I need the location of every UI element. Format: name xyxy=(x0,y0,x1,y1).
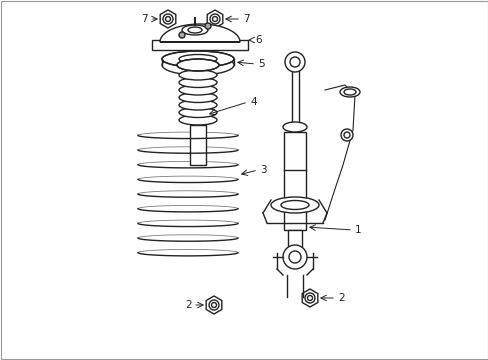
Text: 6: 6 xyxy=(254,35,261,45)
Ellipse shape xyxy=(179,115,217,125)
Bar xyxy=(190,125,205,165)
Ellipse shape xyxy=(162,51,234,67)
Text: 1: 1 xyxy=(354,225,361,235)
Ellipse shape xyxy=(179,85,217,95)
Text: 4: 4 xyxy=(249,97,256,107)
Text: 7: 7 xyxy=(243,14,249,24)
Polygon shape xyxy=(302,289,317,307)
Ellipse shape xyxy=(179,108,217,117)
Bar xyxy=(291,70,298,125)
Text: 5: 5 xyxy=(258,59,264,69)
Polygon shape xyxy=(206,296,222,314)
Ellipse shape xyxy=(179,70,217,80)
Ellipse shape xyxy=(162,55,234,75)
Text: 7: 7 xyxy=(141,14,148,24)
Polygon shape xyxy=(160,24,240,42)
Bar xyxy=(287,230,302,255)
Ellipse shape xyxy=(283,122,306,132)
Ellipse shape xyxy=(179,77,217,87)
Text: 2: 2 xyxy=(337,293,344,303)
Ellipse shape xyxy=(179,93,217,103)
Ellipse shape xyxy=(182,25,207,35)
Ellipse shape xyxy=(270,197,318,213)
Bar xyxy=(152,40,247,50)
Circle shape xyxy=(179,32,184,38)
Ellipse shape xyxy=(177,59,219,71)
Polygon shape xyxy=(160,10,175,28)
Circle shape xyxy=(340,129,352,141)
Circle shape xyxy=(204,23,210,29)
Circle shape xyxy=(305,293,314,303)
Bar xyxy=(284,132,305,230)
Circle shape xyxy=(209,14,220,24)
Circle shape xyxy=(208,300,219,310)
Text: 3: 3 xyxy=(260,165,266,175)
Polygon shape xyxy=(207,10,223,28)
Ellipse shape xyxy=(339,87,359,97)
Circle shape xyxy=(285,52,305,72)
Text: 2: 2 xyxy=(185,300,192,310)
Circle shape xyxy=(283,245,306,269)
Ellipse shape xyxy=(179,100,217,110)
Circle shape xyxy=(163,14,173,24)
